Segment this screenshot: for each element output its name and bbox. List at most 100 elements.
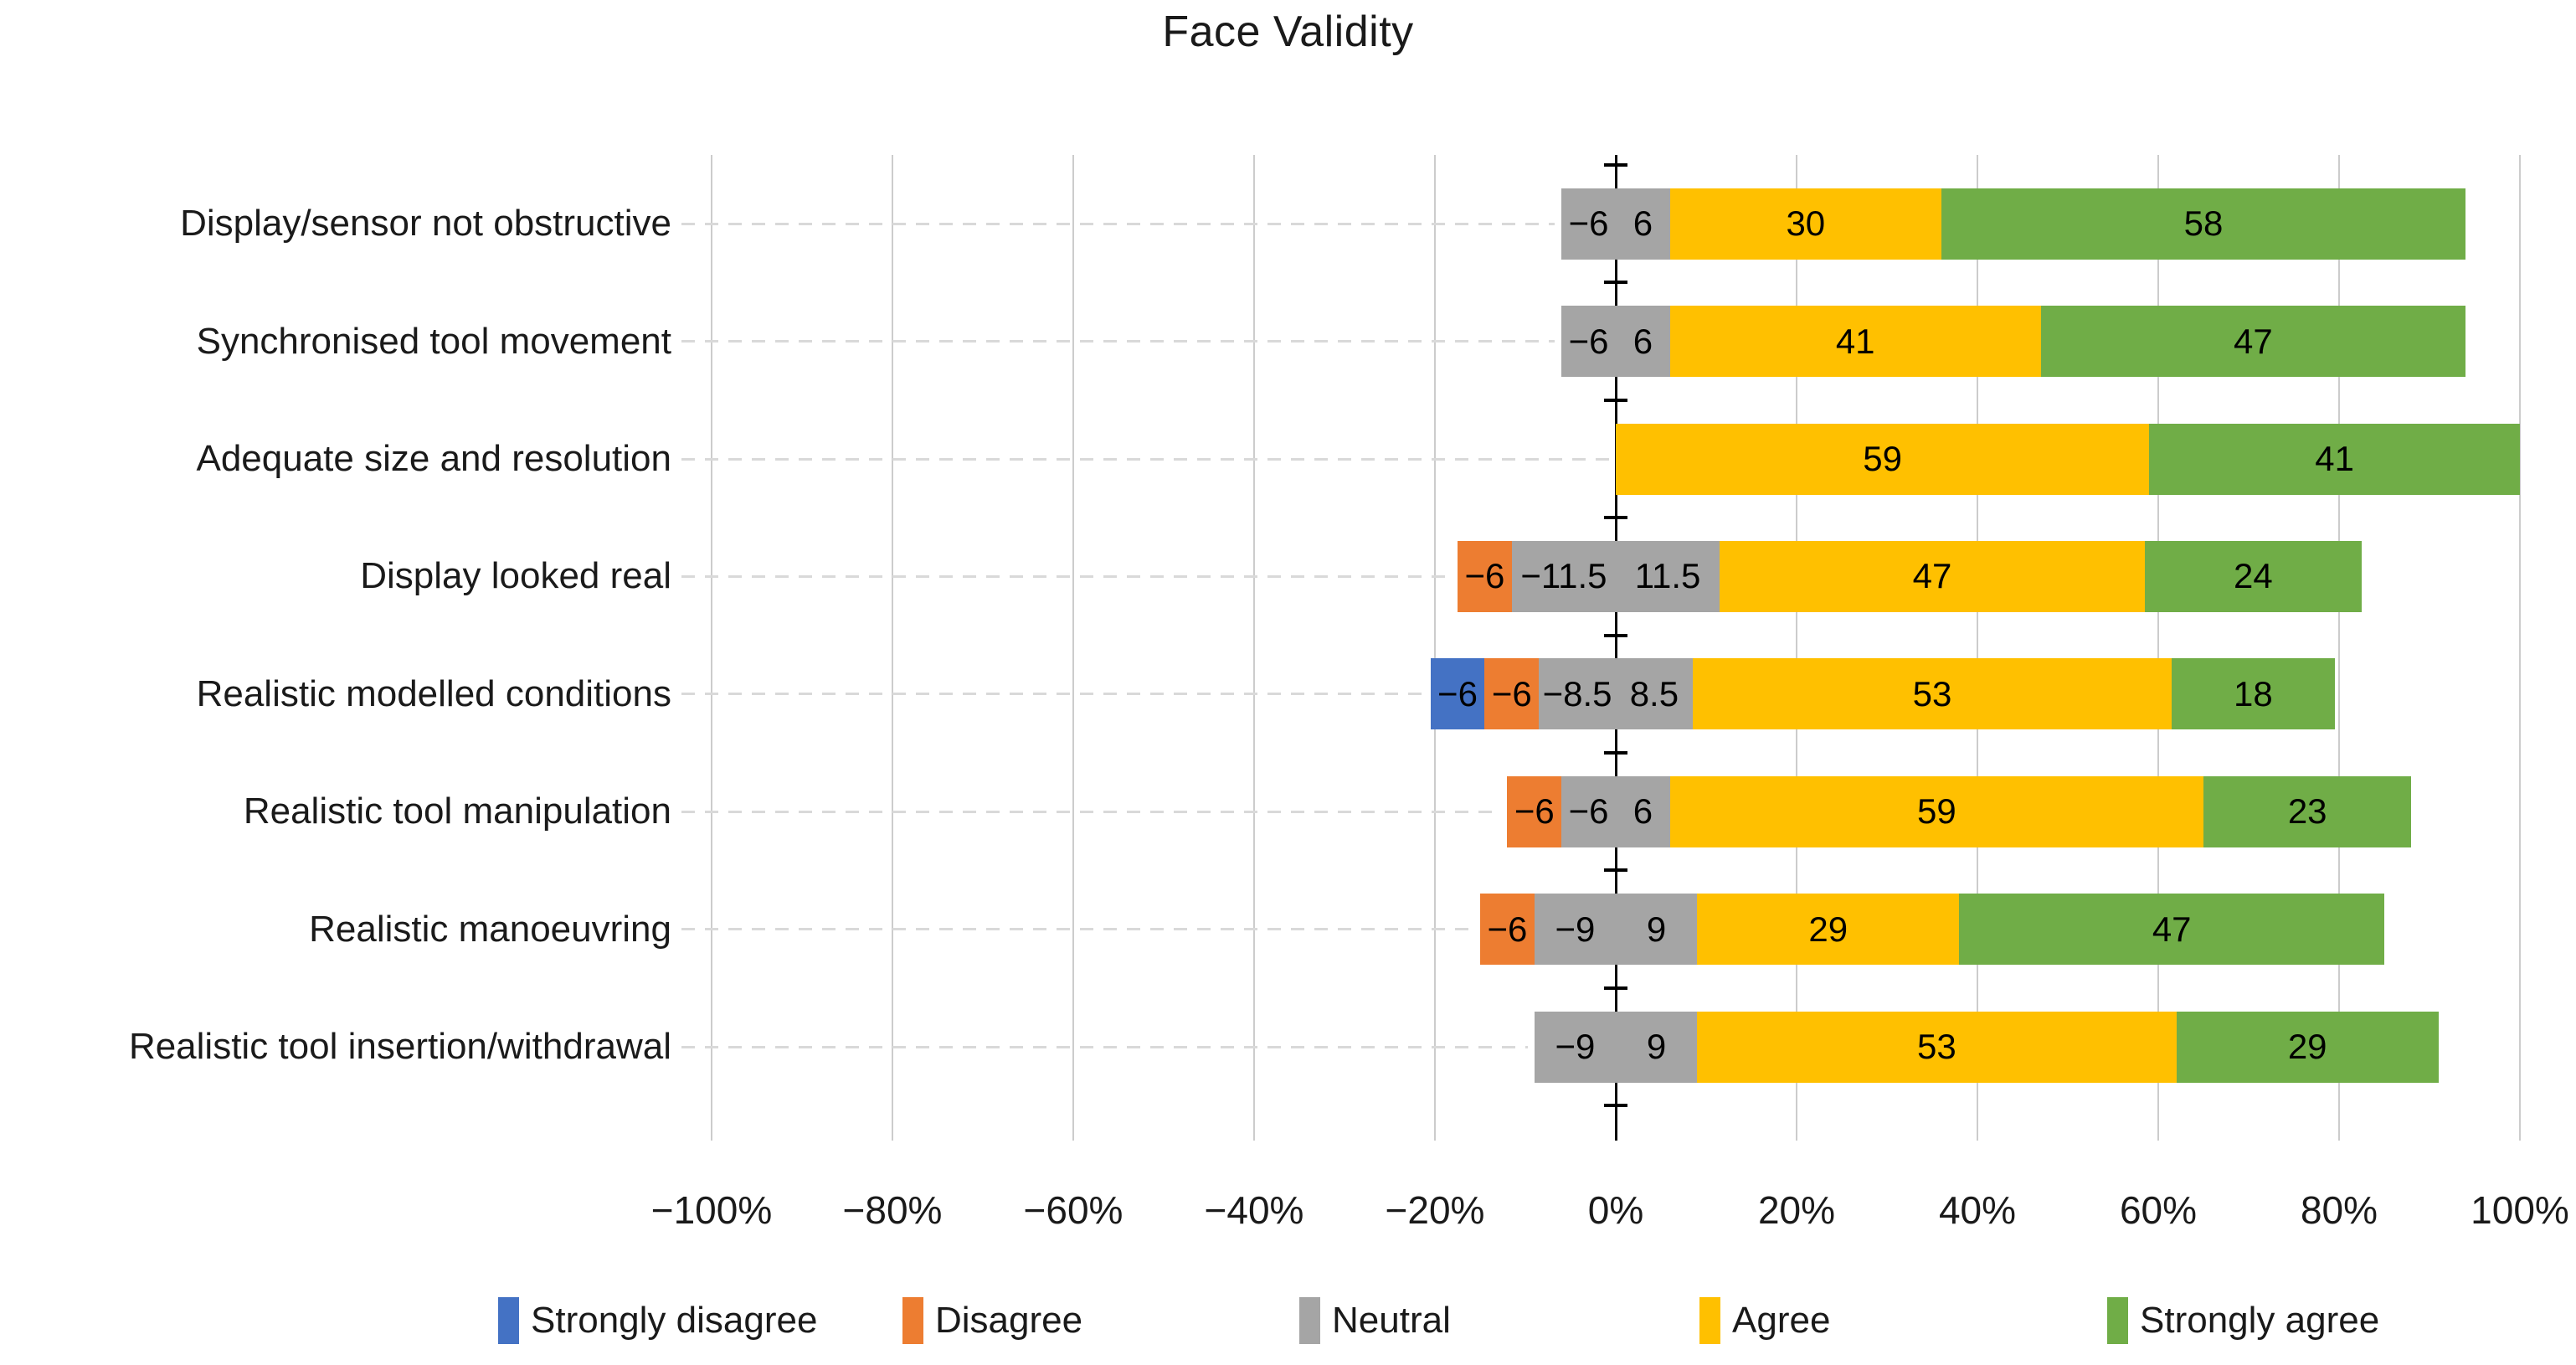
bar-segment-label: 30 [1786,203,1826,244]
bar-segment-label: 18 [2234,673,2273,713]
bar-segment-label: 11.5 [1634,556,1701,596]
bar-segment-strongly_agree: 41 [2149,423,2520,495]
x-axis-tick-label: −20% [1385,1188,1485,1232]
category-label: Display looked real [360,555,671,597]
x-axis-tick-label: −80% [842,1188,943,1232]
category-label: Realistic manoeuvring [309,908,671,950]
leader-line [681,457,1609,461]
leader-line [681,693,1424,696]
gridline [2338,155,2340,1141]
bar-segment-label: 9 [1646,1027,1667,1066]
bar-segment-label: 53 [1912,673,1952,713]
bar-segment-neutral: 6 [1616,775,1670,847]
bar-segment-label: 29 [2287,1027,2327,1066]
category-axis-tick [1604,398,1627,402]
leader-line [681,1045,1528,1048]
legend-label: Agree [1732,1300,1831,1341]
category-axis-tick [1604,1104,1627,1108]
bar-segment-label: 29 [1808,909,1848,949]
bar-segment-strongly_agree: 58 [1941,188,2466,260]
bar-segment-disagree: −6 [1480,894,1535,966]
gridline [2519,155,2521,1141]
bar-segment-strongly_agree: 23 [2203,775,2412,847]
bar-segment-neutral: −11.5 [1511,540,1616,612]
x-axis-tick-label: −40% [1204,1188,1304,1232]
category-label: Display/sensor not obstructive [180,203,671,245]
chart-title: Face Validity [1162,8,1414,56]
category-label: Synchronised tool movement [196,320,671,362]
bar-segment-agree: 53 [1697,1011,2177,1083]
bar-segment-disagree: −6 [1484,658,1540,730]
bar-segment-label: 59 [1917,791,1956,832]
leader-line [681,810,1501,813]
bar-segment-label: −9 [1555,909,1596,949]
bar-segment-label: −6 [1491,673,1532,713]
bar-segment-strongly_agree: 29 [2176,1011,2439,1083]
bar-segment-strongly_agree: 47 [1959,894,2384,966]
gridline [1253,155,1255,1141]
bar-segment-disagree: −6 [1507,775,1562,847]
bar-segment-label: 47 [2234,321,2273,361]
category-axis-tick [1604,868,1627,873]
bar-segment-label: −6 [1568,203,1609,244]
bar-segment-neutral: 9 [1616,1011,1698,1083]
bar-segment-neutral: −6 [1561,188,1616,260]
x-axis-tick-label: 0% [1587,1188,1644,1232]
category-axis-tick [1604,163,1627,167]
bar-segment-label: 41 [2315,439,2354,478]
bar-segment-agree: 59 [1669,775,2203,847]
bar-segment-label: −6 [1464,556,1505,596]
x-axis-tick-label: 100% [2471,1188,2569,1232]
bar-segment-strongly_agree: 47 [2040,306,2466,378]
bar-segment-label: −6 [1568,791,1609,832]
legend-label: Neutral [1332,1300,1451,1341]
leader-line [681,574,1451,578]
legend-swatch-neutral [1299,1297,1320,1344]
x-axis-tick-label: 80% [2300,1188,2378,1232]
legend-item-strongly_agree: Strongly agree [2107,1296,2379,1345]
bar-segment-strongly_agree: 18 [2172,658,2335,730]
gridline [1434,155,1436,1141]
bar-segment-neutral: −9 [1534,1011,1616,1083]
bar-segment-label: −8.5 [1542,673,1612,713]
category-label: Adequate size and resolution [196,438,671,479]
legend-label: Strongly agree [2140,1300,2380,1341]
legend-item-agree: Agree [1699,1296,1830,1345]
bar-segment-agree: 53 [1692,658,2172,730]
gridline [1796,155,1797,1141]
legend-item-neutral: Neutral [1299,1296,1451,1345]
bar-segment-label: 9 [1646,909,1667,949]
bar-segment-label: 47 [1912,556,1952,596]
bar-segment-neutral: 8.5 [1616,658,1693,730]
legend-item-disagree: Disagree [902,1296,1082,1345]
bar-segment-agree: 47 [1720,540,2145,612]
bar-segment-label: 6 [1632,203,1653,244]
category-axis-tick [1604,516,1627,520]
bar-segment-label: 6 [1632,791,1653,832]
category-axis-tick [1604,281,1627,285]
bar-segment-agree: 59 [1616,423,2150,495]
bar-segment-label: 59 [1863,439,1902,478]
legend-item-strongly_disagree: Strongly disagree [498,1296,817,1345]
legend-swatch-strongly_agree [2107,1297,2128,1344]
bar-segment-agree: 30 [1669,188,1941,260]
bar-segment-label: −6 [1568,321,1609,361]
legend-swatch-strongly_disagree [498,1297,519,1344]
bar-segment-neutral: 11.5 [1616,540,1720,612]
bar-segment-label: 47 [2152,909,2192,949]
bar-segment-neutral: −6 [1561,775,1616,847]
gridline [711,155,712,1141]
bar-segment-neutral: 6 [1616,188,1670,260]
bar-segment-neutral: −6 [1561,306,1616,378]
zero-axis-line [1614,155,1617,1141]
leader-line [681,222,1555,225]
bar-segment-label: −9 [1555,1027,1596,1066]
gridline [1072,155,1074,1141]
gridline [892,155,893,1141]
x-axis-tick-label: 60% [2119,1188,2198,1232]
bar-segment-label: 23 [2287,791,2327,832]
bar-segment-disagree: −6 [1458,540,1512,612]
bar-segment-label: −6 [1514,791,1555,832]
x-axis-tick-label: −60% [1023,1188,1123,1232]
legend-label: Disagree [935,1300,1083,1341]
